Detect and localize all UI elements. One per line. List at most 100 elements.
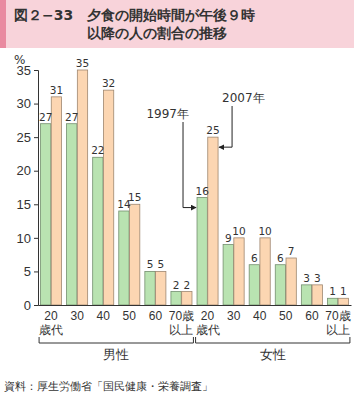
x-tick: 20歳代 <box>39 305 63 337</box>
bar <box>223 245 233 305</box>
y-tick: 0 <box>24 298 38 313</box>
x-tick-label: 50 <box>279 309 293 323</box>
bar <box>275 265 285 305</box>
x-tick-label-line: 40 <box>253 309 267 323</box>
title-band <box>0 0 354 48</box>
group-bracket <box>196 337 350 343</box>
x-tick-label-line: 60 <box>305 309 319 323</box>
y-tick-mark <box>34 104 38 105</box>
title-stripe <box>0 0 6 48</box>
data-label: 3 <box>314 272 321 284</box>
bar <box>286 258 296 305</box>
y-tick-mark <box>34 70 38 71</box>
data-label: 9 <box>225 232 232 244</box>
data-label: 27 <box>39 111 52 123</box>
data-label: 27 <box>65 111 78 123</box>
bar <box>103 90 113 305</box>
x-tick-label: 40 <box>253 309 267 323</box>
data-label: 31 <box>50 84 63 96</box>
x-tick: 30 <box>227 305 241 323</box>
data-label: 10 <box>258 225 271 237</box>
bar <box>41 124 51 305</box>
data-label: 7 <box>288 245 295 257</box>
bar <box>327 298 337 305</box>
x-tick: 50 <box>123 305 137 323</box>
bar <box>260 238 270 305</box>
x-tick: 60 <box>149 305 163 323</box>
x-tick-label-line: 70歳 <box>169 309 194 323</box>
x-tick: 60 <box>305 305 319 323</box>
x-tick: 40 <box>97 305 111 323</box>
x-tick-label-line: 50 <box>279 309 293 323</box>
y-tick-mark <box>34 271 38 272</box>
data-label: 2 <box>173 279 180 291</box>
data-label: 10 <box>232 225 245 237</box>
y-axis: 05101520253035 <box>17 63 39 313</box>
bar <box>145 271 155 305</box>
data-label: 22 <box>91 144 104 156</box>
bar <box>171 292 181 305</box>
data-label: 35 <box>76 57 89 69</box>
bars <box>41 70 349 305</box>
x-tick-label: 70歳以上 <box>325 309 350 337</box>
x-tick-label-line: 20 <box>44 309 58 323</box>
group-label: 女性 <box>260 347 286 362</box>
x-tick-label: 30 <box>70 309 84 323</box>
x-tick-label-line: 40 <box>97 309 111 323</box>
bar <box>182 292 192 305</box>
data-label: 16 <box>195 185 209 197</box>
data-label: 6 <box>277 252 284 264</box>
bar <box>301 285 311 305</box>
data-label: 25 <box>206 124 219 136</box>
x-axis-line <box>39 305 352 306</box>
data-label: 5 <box>147 258 154 270</box>
data-label: 3 <box>303 272 310 284</box>
x-tick-label-line: 30 <box>70 309 84 323</box>
y-tick-label: 15 <box>17 197 31 212</box>
source-note: 資料：厚生労働省「国民健康・栄養調査」 <box>4 380 213 393</box>
group-bracket <box>39 337 193 343</box>
bar <box>338 298 348 305</box>
x-tick-label-line: 70歳 <box>325 309 350 323</box>
x-tick-label: 20歳代 <box>39 309 63 337</box>
y-axis-line <box>34 71 39 306</box>
x-tick: 40 <box>253 305 267 323</box>
x-tick-label: 20歳代 <box>196 309 220 337</box>
bar <box>197 198 207 305</box>
y-tick-label: 10 <box>17 231 31 246</box>
y-tick: 20 <box>17 163 38 178</box>
data-label: 1 <box>340 285 347 297</box>
x-tick-label-line: 50 <box>123 309 137 323</box>
group-label: 男性 <box>103 347 129 362</box>
y-axis-title: % <box>14 53 25 67</box>
data-label: 5 <box>157 258 164 270</box>
y-tick-label: 0 <box>24 298 31 313</box>
y-tick: 30 <box>17 96 38 111</box>
y-tick-mark <box>34 238 38 239</box>
legend-pointer <box>219 106 232 147</box>
y-tick: 5 <box>24 264 38 279</box>
bar-series <box>51 70 348 305</box>
x-tick: 70歳以上 <box>169 305 194 337</box>
legend-label: 1997年 <box>146 107 189 121</box>
legend-pointer <box>183 122 196 208</box>
title-line: 図２−33 夕食の開始時間が午後９時 <box>14 7 255 23</box>
x-tick-label: 60 <box>305 309 319 323</box>
bar <box>208 137 218 305</box>
data-label: 1 <box>329 285 336 297</box>
y-tick: 15 <box>17 197 38 212</box>
x-axis: 20歳代3040506070歳以上20歳代3040506070歳以上 <box>39 305 352 337</box>
x-tick: 20歳代 <box>196 305 220 337</box>
bar <box>77 70 87 305</box>
y-tick: 10 <box>17 231 38 246</box>
bar <box>51 97 61 305</box>
x-tick-label-line: 歳代 <box>39 323 63 337</box>
x-tick-label: 70歳以上 <box>169 309 194 337</box>
data-label: 32 <box>102 77 115 89</box>
x-tick-label: 60 <box>149 309 163 323</box>
bar <box>249 265 259 305</box>
x-tick-label-line: 20 <box>201 309 215 323</box>
title-line: 以降の人の割合の推移 <box>87 25 227 41</box>
y-tick-label: 30 <box>17 96 31 111</box>
x-tick-label-line: 歳代 <box>196 323 220 337</box>
